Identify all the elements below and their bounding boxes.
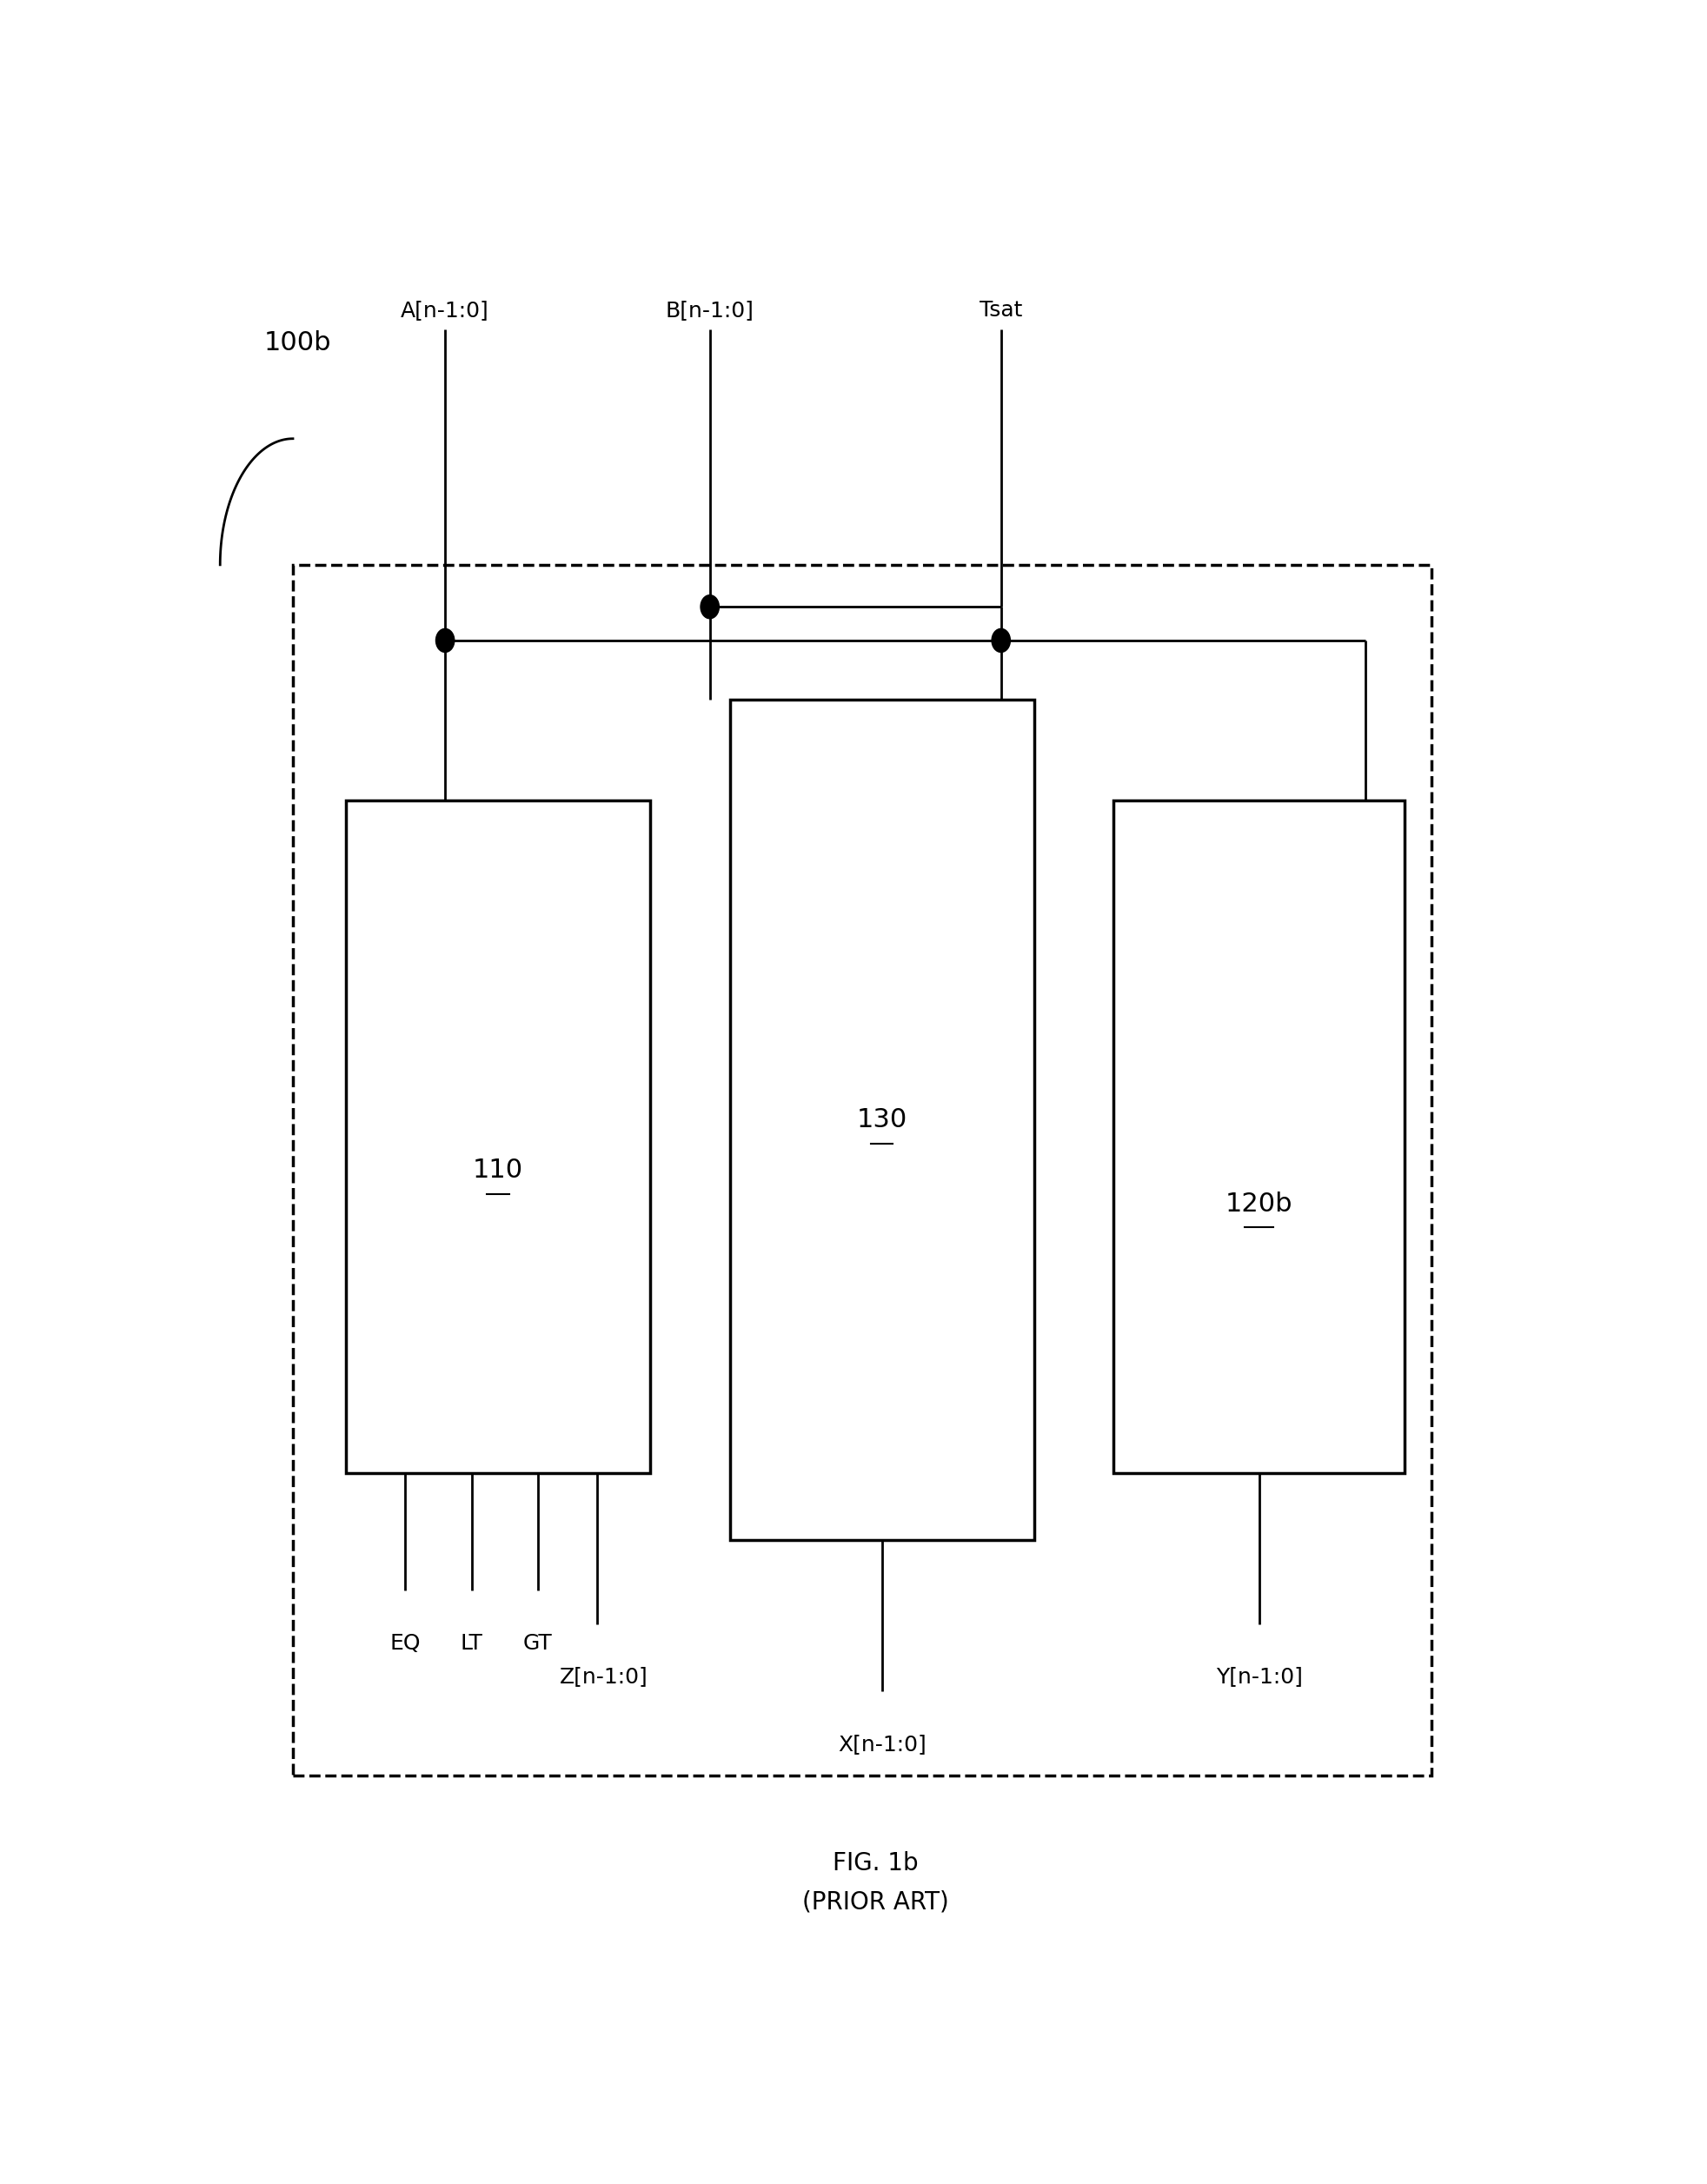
Text: (PRIOR ART): (PRIOR ART): [802, 1889, 947, 1913]
Text: B[n-1:0]: B[n-1:0]: [666, 299, 754, 321]
Text: Tsat: Tsat: [980, 299, 1022, 321]
Bar: [345, 799, 650, 1472]
Text: GT: GT: [522, 1634, 551, 1653]
Text: EQ: EQ: [389, 1634, 420, 1653]
Bar: [294, 566, 1430, 1776]
Text: X[n-1:0]: X[n-1:0]: [836, 1734, 925, 1754]
Circle shape: [700, 594, 719, 618]
Circle shape: [435, 629, 454, 653]
Text: A[n-1:0]: A[n-1:0]: [401, 299, 490, 321]
Bar: [1113, 799, 1403, 1472]
Text: 110: 110: [473, 1158, 522, 1184]
Text: 100b: 100b: [263, 330, 331, 356]
Bar: [729, 699, 1034, 1540]
Text: LT: LT: [461, 1634, 483, 1653]
Text: 120b: 120b: [1226, 1190, 1292, 1216]
Text: FIG. 1b: FIG. 1b: [831, 1850, 918, 1876]
Text: Z[n-1:0]: Z[n-1:0]: [560, 1666, 649, 1688]
Circle shape: [992, 629, 1011, 653]
Text: Y[n-1:0]: Y[n-1:0]: [1215, 1666, 1302, 1688]
Text: 130: 130: [857, 1107, 906, 1131]
